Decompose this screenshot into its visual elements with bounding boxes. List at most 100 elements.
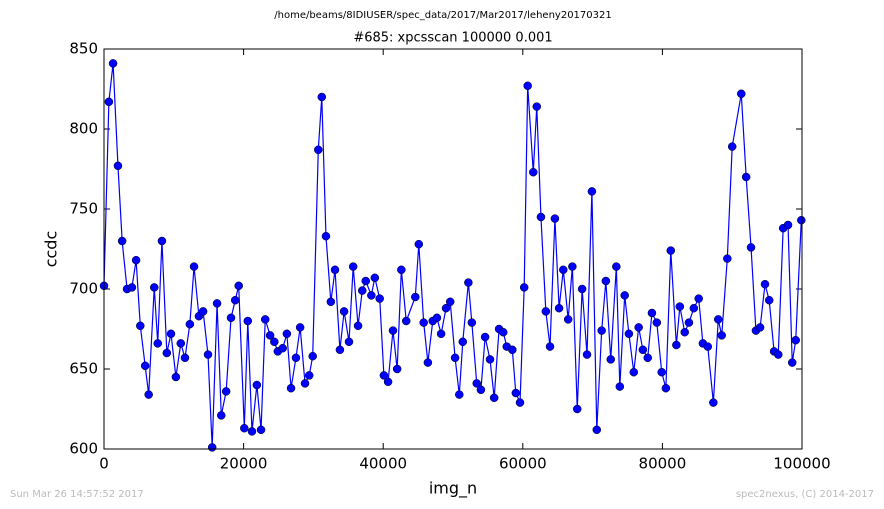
data-point — [304, 371, 314, 380]
data-point — [515, 398, 525, 407]
data-point — [709, 398, 718, 407]
data-point — [592, 425, 602, 435]
data-point — [367, 291, 376, 300]
footer-credit: spec2nexus, (C) 2014-2017 — [736, 489, 874, 500]
data-point — [113, 161, 123, 171]
data-point — [523, 81, 532, 91]
data-point — [207, 443, 217, 452]
data-point — [746, 243, 756, 252]
data-point — [265, 331, 275, 340]
data-point — [638, 345, 648, 355]
data-point — [256, 425, 266, 435]
data-point — [519, 283, 529, 292]
data-point — [282, 329, 292, 339]
chart-title: #685: xpcsscan 100000 0.001 — [353, 31, 552, 46]
data-point — [489, 393, 499, 403]
data-point — [764, 295, 774, 305]
data-point — [348, 262, 358, 271]
data-point — [541, 307, 551, 316]
data-point — [680, 327, 689, 337]
y-tick-label: 700 — [69, 280, 98, 298]
data-point — [455, 390, 464, 399]
data-point — [760, 279, 770, 289]
data-point — [326, 297, 336, 307]
data-point — [657, 367, 666, 377]
y-tick-label: 650 — [69, 360, 98, 378]
data-point — [414, 239, 424, 249]
data-point — [314, 145, 323, 155]
data-point — [532, 102, 542, 111]
data-point — [652, 318, 662, 327]
data-point — [203, 350, 213, 359]
data-point — [559, 265, 568, 275]
path-title: /home/beams/8IDIUSER/spec_data/2017/Mar2… — [274, 10, 611, 21]
data-point — [344, 337, 354, 347]
data-point — [485, 355, 495, 364]
data-point — [140, 361, 150, 371]
data-point — [260, 315, 270, 324]
data-point — [270, 337, 279, 347]
data-point — [791, 335, 800, 345]
data-point — [243, 316, 253, 326]
data-point — [684, 318, 694, 327]
data-point — [234, 281, 243, 291]
data-point — [713, 315, 723, 324]
data-point — [717, 331, 726, 340]
data-point — [612, 262, 621, 271]
x-axis-label: img_n — [429, 479, 477, 499]
data-point — [162, 348, 172, 358]
data-point — [643, 353, 652, 363]
data-point — [606, 355, 615, 364]
data-point — [419, 318, 428, 327]
y-tick-label: 800 — [69, 120, 98, 138]
data-point — [353, 321, 363, 331]
data-point — [150, 283, 159, 292]
data-point — [554, 303, 564, 313]
y-axis-label: ccdc — [42, 231, 61, 268]
data-point — [464, 278, 473, 287]
data-point — [587, 187, 597, 196]
data-point — [723, 254, 732, 263]
data-point — [131, 255, 141, 265]
data-point — [153, 339, 162, 348]
data-point — [727, 142, 737, 151]
data-point — [230, 295, 240, 305]
data-point — [401, 316, 411, 326]
data-point — [467, 318, 477, 327]
data-point — [392, 364, 402, 374]
data-point — [300, 379, 310, 388]
x-tick-label: 100000 — [773, 455, 830, 473]
data-point — [511, 388, 521, 398]
data-point — [577, 284, 587, 294]
data-point — [545, 342, 555, 351]
x-tick-label: 40000 — [359, 455, 407, 473]
data-point — [252, 380, 262, 390]
data-point — [499, 327, 508, 337]
data-point — [370, 273, 380, 283]
data-point — [536, 212, 546, 222]
data-point — [383, 377, 393, 387]
data-point — [597, 326, 606, 335]
data-point — [144, 390, 153, 399]
x-tick-label: 80000 — [639, 455, 687, 473]
data-point — [432, 313, 442, 323]
data-point — [737, 89, 746, 99]
data-point — [672, 340, 681, 350]
data-point — [247, 427, 257, 436]
data-point — [529, 167, 538, 177]
data-point — [212, 299, 222, 308]
data-point — [171, 372, 181, 382]
data-point — [563, 315, 573, 324]
data-point — [703, 342, 713, 351]
data-point — [176, 339, 186, 348]
data-point — [136, 321, 145, 331]
data-point — [472, 379, 481, 388]
data-point — [755, 323, 765, 332]
data-point — [317, 92, 327, 102]
data-point — [615, 382, 625, 391]
data-point — [339, 307, 349, 316]
data-point — [295, 323, 305, 332]
data-point — [582, 350, 592, 359]
data-point — [675, 302, 685, 311]
